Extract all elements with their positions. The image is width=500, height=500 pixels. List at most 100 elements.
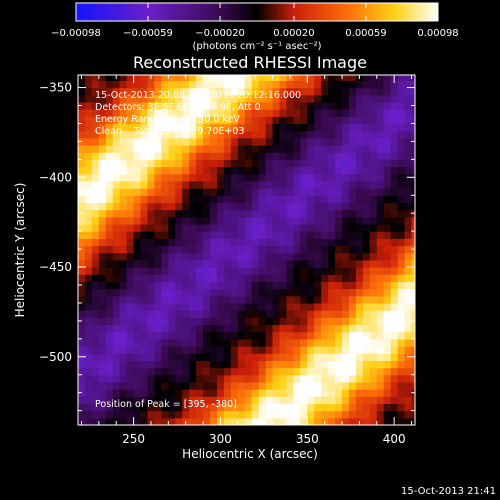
heatmap-cell (126, 152, 135, 160)
heatmap-cell (404, 259, 413, 268)
heatmap-cell (189, 252, 197, 261)
heatmap-cell (314, 317, 322, 326)
heatmap-cell (411, 123, 415, 132)
heatmap-cell (383, 338, 392, 347)
heatmap-cell (411, 417, 415, 425)
heatmap-cell (182, 152, 190, 160)
heatmap-cell (161, 389, 169, 397)
colorbar-tick-label: −0.00020 (195, 28, 245, 39)
heatmap-cell (189, 166, 197, 175)
heatmap-cell (189, 238, 197, 247)
heatmap-cell (293, 209, 301, 218)
heatmap-cell (154, 109, 162, 117)
heatmap-cell (244, 259, 253, 268)
heatmap-cell (126, 346, 135, 354)
heatmap-cell (369, 324, 378, 333)
heatmap-cell (404, 195, 413, 204)
x-tick-label: 250 (122, 432, 145, 446)
heatmap-cell (182, 281, 190, 290)
heatmap-cell (98, 252, 107, 261)
y-tick-label: −400 (39, 170, 72, 184)
heatmap-cell (237, 80, 246, 89)
heatmap-cell (307, 252, 315, 261)
heatmap-cell (286, 252, 294, 261)
heatmap-cell (140, 80, 149, 89)
heatmap-cell (154, 173, 162, 182)
heatmap-cell (175, 231, 183, 239)
heatmap-cell (175, 238, 183, 247)
heatmap-cell (196, 396, 204, 405)
heatmap-cell (355, 152, 364, 160)
heatmap-cell (369, 137, 378, 146)
heatmap-cell (258, 403, 267, 412)
heatmap-cell (203, 87, 211, 96)
heatmap-cell (175, 410, 183, 419)
heatmap-cell (78, 381, 86, 390)
heatmap-cell (279, 87, 288, 96)
heatmap-cell (175, 317, 183, 326)
heatmap-cell (258, 281, 267, 290)
heatmap-cell (404, 116, 413, 125)
heatmap-cell (133, 202, 142, 211)
heatmap-cell (175, 130, 183, 139)
heatmap-cell (105, 331, 114, 340)
heatmap-cell (328, 267, 336, 275)
heatmap-cell (279, 137, 288, 146)
heatmap-cell (362, 288, 371, 297)
colorbar-tick-label: 0.00059 (345, 28, 386, 39)
heatmap-cell (265, 173, 274, 182)
heatmap-cell (230, 288, 239, 297)
heatmap-cell (182, 145, 190, 153)
heatmap-cell (203, 346, 211, 354)
heatmap-cell (161, 87, 169, 96)
heatmap-cell (78, 152, 86, 160)
heatmap-cell (321, 166, 329, 175)
heatmap-cell (112, 173, 121, 182)
heatmap-cell (265, 130, 274, 139)
heatmap-cell (210, 145, 218, 153)
heatmap-cell (272, 346, 281, 354)
heatmap-cell (133, 353, 142, 361)
heatmap-cell (78, 310, 86, 318)
heatmap-cell (307, 403, 315, 412)
heatmap-cell (216, 295, 225, 304)
heatmap-cell (140, 353, 149, 361)
heatmap-cell (210, 152, 218, 160)
heatmap-cell (244, 80, 253, 89)
heatmap-cell (328, 338, 336, 347)
heatmap-cell (293, 80, 301, 89)
heatmap-cell (112, 396, 121, 405)
heatmap-cell (342, 310, 350, 318)
heatmap-cell (133, 116, 142, 125)
heatmap-cell (216, 223, 225, 232)
heatmap-cell (189, 94, 197, 103)
heatmap-cell (196, 417, 204, 425)
heatmap-cell (112, 223, 121, 232)
heatmap-cell (126, 259, 135, 268)
heatmap-cell (348, 288, 357, 297)
heatmap-cell (168, 338, 176, 347)
heatmap-cell (321, 389, 329, 397)
heatmap-cell (140, 288, 149, 297)
heatmap-cell (355, 274, 364, 283)
heatmap-cell (397, 159, 406, 168)
heatmap-cell (369, 403, 378, 412)
heatmap-cell (314, 324, 322, 333)
heatmap-cell (84, 410, 93, 419)
heatmap-cell (168, 381, 176, 390)
heatmap-cell (258, 259, 267, 268)
heatmap-cell (293, 94, 301, 103)
heatmap-cell (286, 209, 294, 218)
heatmap-cell (376, 360, 385, 369)
heatmap-cell (230, 145, 239, 153)
heatmap-cell (161, 267, 169, 275)
heatmap-cell (84, 288, 93, 297)
heatmap-cell (203, 123, 211, 132)
heatmap-cell (147, 209, 156, 218)
heatmap-cell (140, 173, 149, 182)
heatmap-cell (244, 130, 253, 139)
heatmap-cell (112, 145, 121, 153)
heatmap-cell (168, 180, 176, 189)
heatmap-cell (133, 331, 142, 340)
heatmap-cell (230, 338, 239, 347)
